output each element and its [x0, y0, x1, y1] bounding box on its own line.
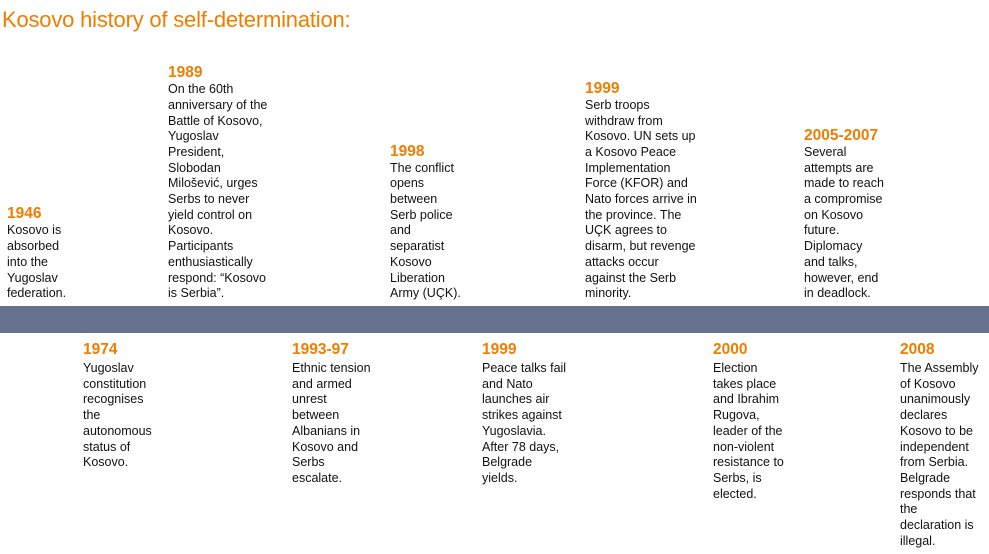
timeline-event-1999-top: 1999 Serb troops withdraw from Kosovo. U… [585, 80, 697, 302]
timeline-event-2005-2007: 2005-2007 Several attempts are made to r… [804, 127, 884, 302]
timeline-event-1974: 1974 Yugoslav constitution recognises th… [83, 341, 152, 471]
event-description: The conflict opens between Serb police a… [390, 160, 461, 301]
event-year: 1974 [83, 341, 118, 358]
event-description: Election takes place and Ibrahim Rugova,… [713, 361, 784, 501]
timeline-event-1946: 1946 Kosovo is absorbed into the Yugosla… [7, 205, 66, 302]
event-description: On the 60th anniversary of the Battle of… [168, 82, 268, 301]
event-year: 1989 [168, 64, 203, 82]
event-description: Several attempts are made to reach a com… [804, 144, 884, 301]
page-title: Kosovo history of self-determination: [2, 7, 351, 32]
event-year: 1946 [7, 205, 42, 223]
timeline-event-2000: 2000 Election takes place and Ibrahim Ru… [713, 341, 784, 502]
event-description: Serb troops withdraw from Kosovo. UN set… [585, 97, 697, 301]
event-description: Yugoslav constitution recognises the aut… [83, 361, 152, 470]
timeline-event-1998: 1998 The conflict opens between Serb pol… [390, 143, 461, 302]
event-description: Ethnic tension and armed unrest between … [292, 361, 371, 485]
event-year: 1999 [482, 341, 517, 358]
event-year: 2005-2007 [804, 126, 879, 144]
event-description: Kosovo is absorbed into the Yugoslav fed… [7, 223, 67, 301]
timeline-event-1993-97: 1993-97 Ethnic tension and armed unrest … [292, 341, 371, 487]
event-year: 1999 [585, 79, 620, 97]
timeline-event-1999-bottom: 1999 Peace talks fail and Nato launches … [482, 341, 566, 487]
event-year: 2008 [900, 341, 935, 358]
event-year: 1998 [390, 142, 425, 160]
timeline-event-2008: 2008 The Assembly of Kosovo unanimously … [900, 341, 979, 549]
timeline-event-1989: 1989 On the 60th anniversary of the Batt… [168, 64, 267, 302]
event-description: Peace talks fail and Nato launches air s… [482, 361, 567, 485]
event-description: The Assembly of Kosovo unanimously decla… [900, 361, 979, 548]
event-year: 1993-97 [292, 341, 349, 358]
timeline-bar [0, 306, 989, 333]
event-year: 2000 [713, 341, 748, 358]
